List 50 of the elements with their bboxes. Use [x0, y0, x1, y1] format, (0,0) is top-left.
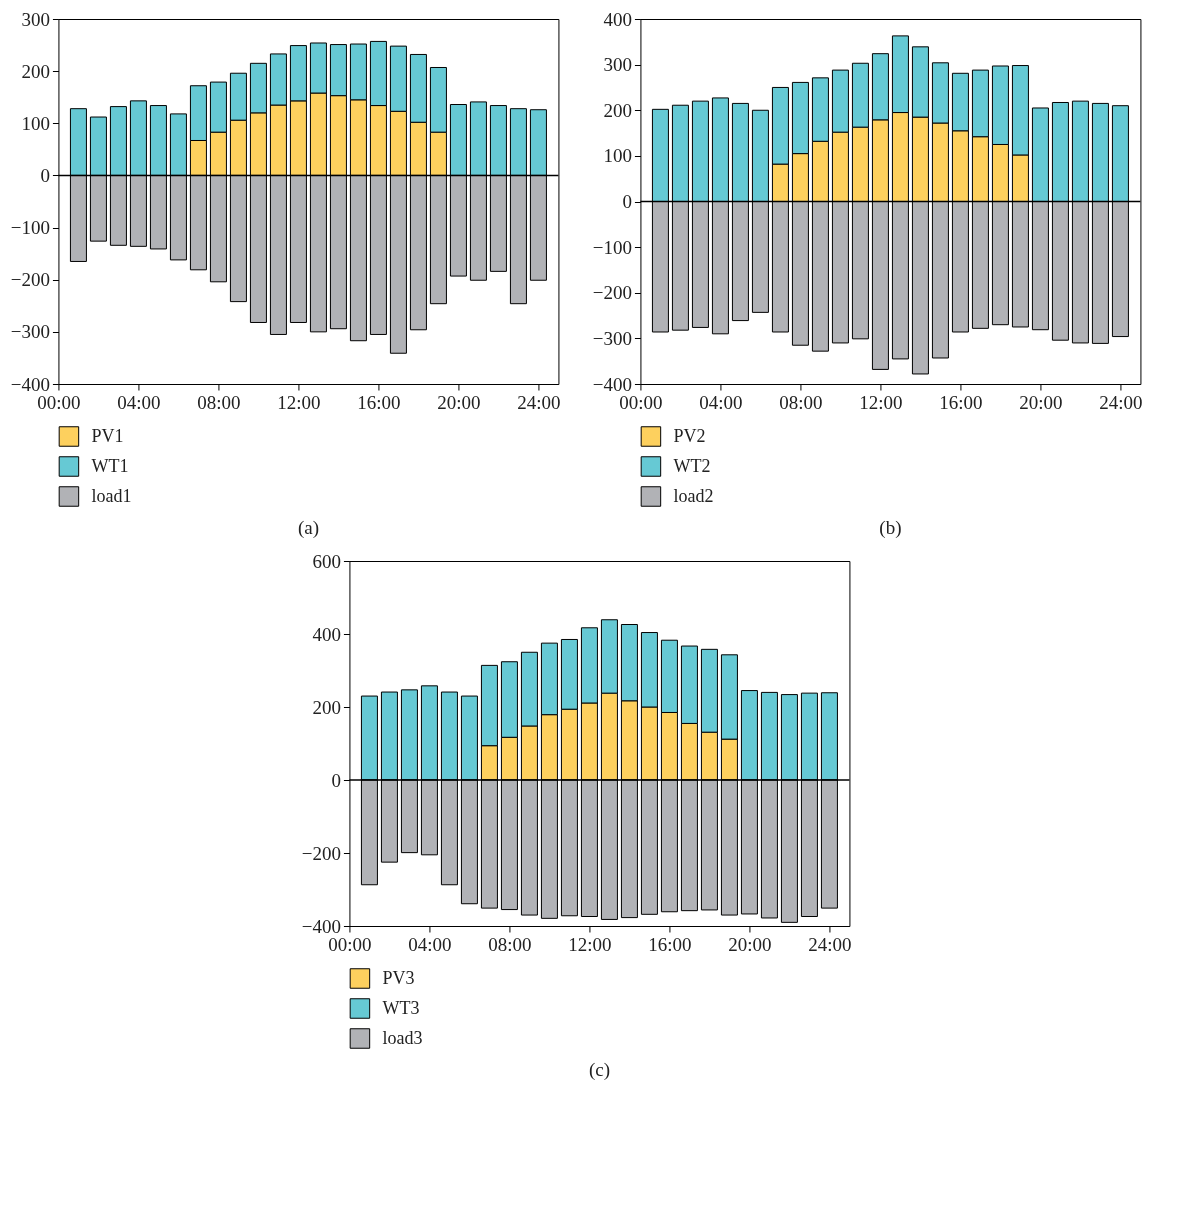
y-tick-label: −200: [592, 282, 632, 304]
x-tick-label: 20:00: [728, 933, 772, 955]
y-tick-label: −300: [592, 327, 632, 349]
y-tick-label: 600: [312, 550, 341, 572]
y-tick-label: 200: [312, 696, 341, 718]
y-tick-label: 100: [21, 112, 50, 134]
legend-label: PV2: [673, 425, 706, 446]
x-tick-label: 16:00: [939, 391, 983, 413]
legend-label: load2: [673, 485, 714, 506]
x-tick-label: 20:00: [437, 391, 481, 413]
legend-label: WT2: [673, 455, 711, 476]
x-tick-label: 24:00: [1099, 391, 1143, 413]
legend-label: load3: [382, 1027, 423, 1048]
x-tick-label: 16:00: [357, 391, 401, 413]
x-tick-label: 08:00: [197, 391, 241, 413]
y-tick-label: 0: [331, 769, 341, 791]
x-tick-label: 24:00: [517, 391, 561, 413]
x-tick-label: 04:00: [117, 391, 161, 413]
x-tick-label: 16:00: [648, 933, 692, 955]
x-tick-label: 04:00: [408, 933, 452, 955]
y-tick-label: −100: [592, 236, 632, 258]
y-tick-label: −300: [10, 321, 50, 343]
y-tick-label: 0: [622, 191, 632, 212]
y-tick-label: 0: [40, 164, 50, 186]
y-tick-label: 400: [603, 8, 632, 30]
x-tick-label: 08:00: [488, 933, 532, 955]
x-tick-label: 12:00: [568, 933, 612, 955]
y-tick-label: −100: [10, 217, 50, 239]
y-tick-label: 400: [312, 623, 341, 645]
y-tick-label: 300: [21, 8, 50, 30]
y-tick-label: 200: [21, 60, 50, 82]
legend-label: WT3: [382, 997, 420, 1018]
legend-label: load1: [91, 485, 132, 506]
y-tick-label: −200: [10, 269, 50, 291]
x-tick-label: 12:00: [859, 391, 903, 413]
y-tick-label: 200: [603, 99, 632, 121]
y-tick-label: 100: [603, 145, 632, 167]
x-tick-label: 04:00: [699, 391, 743, 413]
x-tick-label: 08:00: [779, 391, 823, 413]
text: (b): [879, 517, 902, 539]
x-tick-label: 20:00: [1019, 391, 1063, 413]
text: (a): [297, 517, 319, 539]
y-tick-label: 300: [603, 54, 632, 76]
legend-label: WT1: [91, 455, 129, 476]
y-tick-label: −200: [301, 842, 341, 864]
legend-label: PV1: [91, 425, 124, 446]
legend-label: PV3: [382, 967, 415, 988]
text: (c): [588, 1059, 610, 1081]
x-tick-label: 24:00: [808, 933, 852, 955]
x-tick-label: 12:00: [277, 391, 321, 413]
